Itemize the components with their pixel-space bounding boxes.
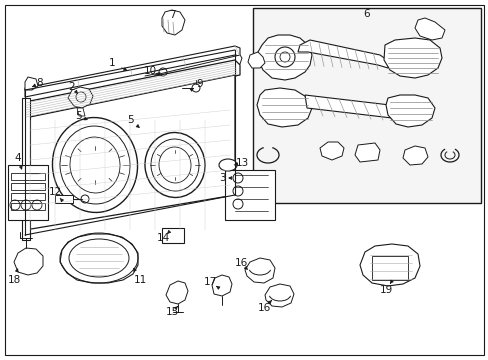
Text: 1: 1: [108, 58, 115, 68]
Polygon shape: [354, 143, 379, 162]
Polygon shape: [25, 60, 240, 118]
Polygon shape: [244, 258, 274, 283]
Text: 16: 16: [234, 258, 247, 268]
Text: 4: 4: [15, 153, 21, 163]
Text: 18: 18: [7, 275, 20, 285]
Bar: [11, 193, 45, 200]
Text: 9: 9: [196, 79, 203, 89]
Polygon shape: [247, 52, 264, 68]
Polygon shape: [257, 88, 311, 127]
Polygon shape: [385, 95, 434, 127]
Bar: [252, 8, 480, 203]
Polygon shape: [319, 142, 343, 160]
Polygon shape: [155, 55, 242, 84]
Text: 5: 5: [126, 115, 133, 125]
Polygon shape: [22, 98, 30, 240]
Text: 5: 5: [75, 111, 81, 121]
Polygon shape: [77, 108, 85, 116]
Polygon shape: [402, 146, 427, 165]
Bar: [11, 203, 45, 210]
Polygon shape: [258, 35, 311, 80]
Ellipse shape: [52, 117, 137, 212]
Bar: [55, 195, 73, 203]
Text: 10: 10: [143, 66, 156, 76]
Polygon shape: [212, 275, 231, 296]
Text: 6: 6: [363, 9, 369, 19]
Bar: [11, 173, 45, 180]
Polygon shape: [25, 46, 240, 97]
Polygon shape: [162, 10, 184, 35]
Polygon shape: [359, 244, 419, 286]
Text: 7: 7: [168, 10, 175, 20]
Text: 8: 8: [37, 78, 43, 88]
Polygon shape: [68, 87, 93, 108]
Text: 16: 16: [257, 303, 270, 313]
Polygon shape: [305, 95, 391, 118]
Polygon shape: [14, 248, 43, 275]
Polygon shape: [165, 281, 187, 304]
Polygon shape: [25, 77, 38, 90]
Text: 2: 2: [68, 82, 75, 92]
Polygon shape: [25, 75, 235, 230]
Bar: [8, 165, 48, 220]
Bar: [224, 170, 274, 220]
Ellipse shape: [144, 132, 204, 198]
Text: 3: 3: [218, 173, 225, 183]
Text: 12: 12: [48, 187, 61, 197]
Text: 17: 17: [203, 277, 216, 287]
Polygon shape: [60, 234, 138, 283]
Polygon shape: [414, 18, 444, 40]
Polygon shape: [297, 40, 389, 68]
Text: 11: 11: [133, 275, 146, 285]
Text: 13: 13: [235, 158, 248, 168]
Text: 15: 15: [165, 307, 178, 317]
Bar: [371, 256, 407, 280]
Text: 14: 14: [156, 233, 169, 243]
Bar: [11, 183, 45, 190]
Bar: [162, 228, 183, 243]
Polygon shape: [383, 38, 441, 78]
Ellipse shape: [219, 159, 237, 171]
Polygon shape: [264, 284, 293, 307]
Text: 19: 19: [379, 285, 392, 295]
